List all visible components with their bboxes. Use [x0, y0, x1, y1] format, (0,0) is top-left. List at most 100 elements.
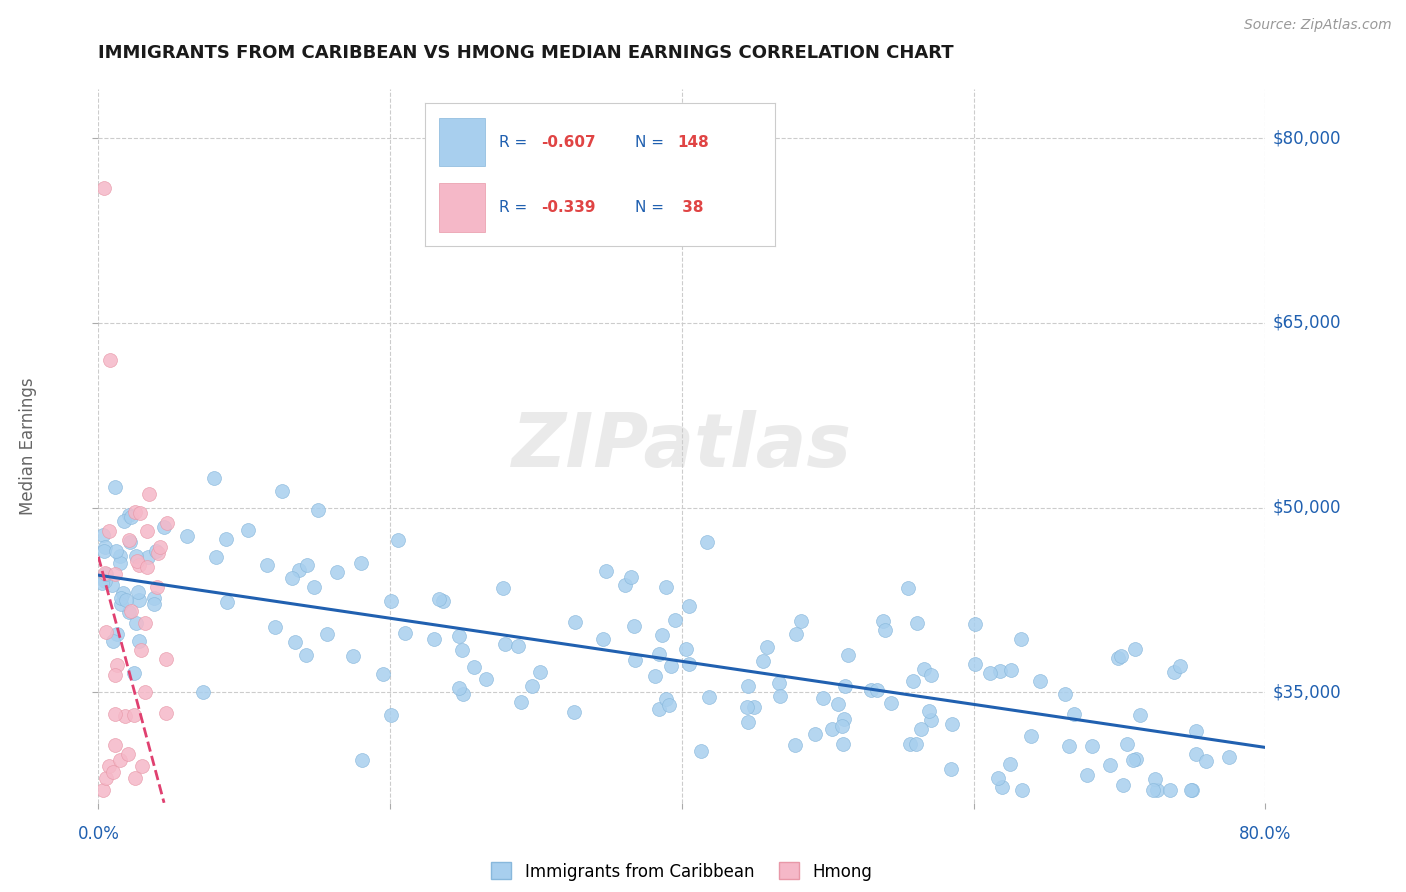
Point: [987, 771, 1010, 785]
Point: [1010, 632, 1032, 646]
Point: [872, 614, 894, 628]
Point: [204, 549, 226, 564]
Point: [114, 593, 136, 607]
Point: [655, 692, 678, 706]
Point: [1019, 729, 1042, 743]
Point: [138, 487, 160, 501]
Point: [834, 679, 856, 693]
Point: [93, 180, 115, 194]
Point: [1054, 687, 1077, 701]
Point: [145, 543, 167, 558]
Legend: Immigrants from Caribbean, Hmong: Immigrants from Caribbean, Hmong: [485, 855, 879, 888]
Point: [128, 558, 150, 572]
Point: [136, 549, 159, 564]
Text: $65,000: $65,000: [1272, 314, 1341, 332]
Point: [176, 529, 198, 543]
Point: [769, 689, 792, 703]
Point: [94, 566, 117, 581]
Point: [128, 633, 150, 648]
Point: [127, 585, 149, 599]
Point: [529, 665, 551, 679]
Point: [432, 593, 454, 607]
Point: [105, 626, 128, 640]
Point: [122, 708, 145, 723]
Point: [124, 771, 146, 785]
Point: [90, 575, 112, 590]
Point: [96, 566, 118, 581]
Point: [737, 679, 759, 693]
Point: [104, 480, 127, 494]
Point: [901, 673, 924, 688]
Point: [215, 595, 238, 609]
Point: [342, 648, 364, 663]
Point: [451, 642, 474, 657]
Point: [620, 569, 643, 583]
Point: [131, 643, 153, 657]
Point: [125, 549, 148, 563]
Point: [104, 668, 127, 682]
Point: [1159, 783, 1181, 797]
Point: [146, 580, 169, 594]
Point: [387, 533, 409, 547]
Point: [98, 352, 121, 367]
Point: [664, 614, 686, 628]
Point: [659, 659, 682, 673]
Point: [831, 719, 853, 733]
Point: [941, 717, 963, 731]
Point: [506, 639, 529, 653]
Point: [1011, 783, 1033, 797]
Point: [735, 699, 758, 714]
Point: [422, 632, 444, 647]
Point: [105, 543, 128, 558]
Point: [920, 713, 942, 727]
Point: [394, 626, 416, 640]
Point: [1076, 768, 1098, 782]
Point: [644, 669, 666, 683]
Text: Median Earnings: Median Earnings: [20, 377, 37, 515]
Point: [94, 540, 117, 554]
Point: [689, 744, 711, 758]
Point: [837, 648, 859, 662]
Point: [742, 700, 765, 714]
Point: [821, 722, 844, 736]
Point: [295, 558, 318, 572]
Text: $80,000: $80,000: [1272, 129, 1341, 147]
Point: [271, 483, 294, 498]
Point: [120, 604, 142, 618]
Point: [827, 697, 849, 711]
Point: [101, 765, 124, 780]
Text: $35,000: $35,000: [1272, 683, 1341, 701]
Point: [118, 508, 141, 522]
Point: [264, 620, 287, 634]
Point: [125, 554, 148, 568]
Point: [112, 514, 135, 528]
Point: [1063, 707, 1085, 722]
Point: [288, 563, 311, 577]
Point: [316, 626, 339, 640]
Point: [96, 625, 118, 640]
Point: [991, 780, 1014, 794]
Point: [134, 684, 156, 698]
Point: [120, 509, 142, 524]
Point: [111, 586, 134, 600]
Point: [350, 754, 373, 768]
Point: [110, 591, 132, 605]
Point: [1080, 739, 1102, 754]
Point: [143, 591, 166, 605]
Point: [105, 658, 128, 673]
Point: [803, 727, 825, 741]
Text: 0.0%: 0.0%: [77, 825, 120, 843]
Point: [427, 592, 450, 607]
Point: [114, 709, 136, 723]
Point: [614, 578, 637, 592]
Point: [648, 702, 671, 716]
Point: [1112, 778, 1135, 792]
Point: [104, 738, 127, 752]
Point: [1125, 752, 1147, 766]
Point: [1129, 708, 1152, 723]
Point: [128, 592, 150, 607]
Point: [905, 737, 928, 751]
Point: [155, 652, 177, 666]
Point: [648, 648, 671, 662]
Point: [678, 657, 700, 671]
